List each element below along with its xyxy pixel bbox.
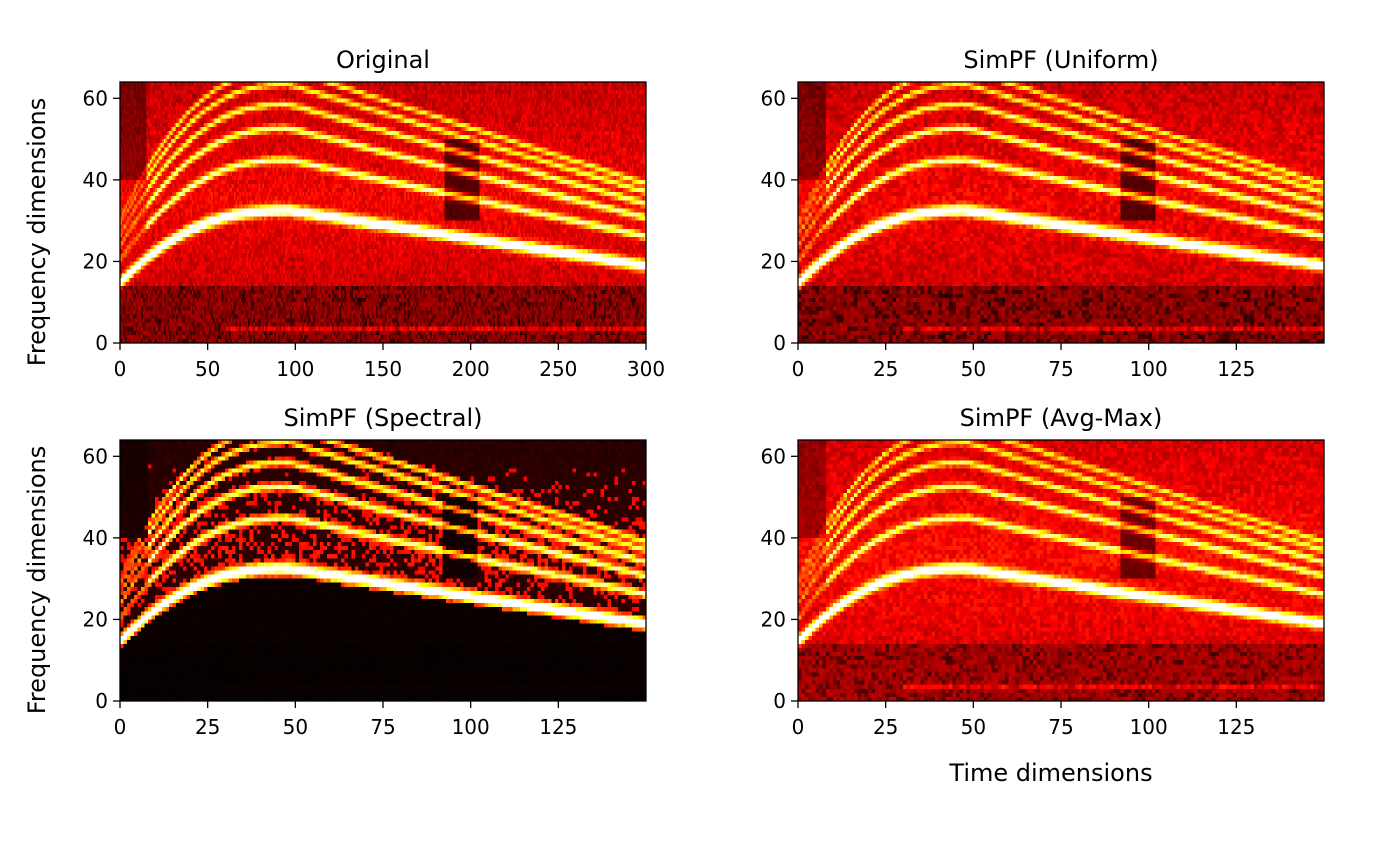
x-ticks-simpf-avg-max: 0 25 50 75 100 125 xyxy=(792,701,1255,739)
panel-title-simpf-spectral: SimPF (Spectral) xyxy=(284,404,483,432)
x-tick-label: 300 xyxy=(627,357,665,381)
heatmap-simpf-spectral xyxy=(120,440,646,701)
x-tick-label: 0 xyxy=(114,357,127,381)
heatmap-simpf-uniform xyxy=(798,82,1324,343)
y-tick-label: 40 xyxy=(83,168,108,192)
y-tick-label: 20 xyxy=(83,607,108,631)
x-tick-label: 0 xyxy=(792,715,805,739)
y-ticks-original: 0 20 40 60 xyxy=(83,86,120,355)
x-ticks-simpf-uniform: 0 25 50 75 100 125 xyxy=(792,343,1255,381)
x-tick-label: 25 xyxy=(873,357,898,381)
x-tick-label: 50 xyxy=(195,357,220,381)
y-tick-label: 20 xyxy=(83,249,108,273)
panel-title-simpf-avg-max: SimPF (Avg-Max) xyxy=(960,404,1163,432)
y-tick-label: 40 xyxy=(83,526,108,550)
panel-simpf-avg-max: SimPF (Avg-Max) 0 25 50 75 100 125 0 20 40 60 xyxy=(761,404,1325,739)
x-tick-label: 100 xyxy=(276,357,314,381)
x-tick-label: 250 xyxy=(539,357,577,381)
x-tick-label: 100 xyxy=(452,715,490,739)
x-tick-label: 100 xyxy=(1130,715,1168,739)
panel-title-original: Original xyxy=(336,46,430,74)
y-tick-label: 0 xyxy=(773,689,786,713)
y-tick-label: 0 xyxy=(95,689,108,713)
x-tick-label: 0 xyxy=(792,357,805,381)
heatmap-canvas-simpf-avg-max xyxy=(798,440,1324,701)
y-tick-label: 60 xyxy=(761,444,786,468)
heatmap-simpf-avg-max xyxy=(798,440,1324,701)
y-ticks-simpf-uniform: 0 20 40 60 xyxy=(761,86,798,355)
y-tick-label: 60 xyxy=(83,444,108,468)
y-tick-label: 0 xyxy=(95,331,108,355)
x-tick-label: 75 xyxy=(1048,715,1073,739)
x-ticks-simpf-spectral: 0 25 50 75 100 125 xyxy=(114,701,577,739)
x-tick-label: 150 xyxy=(364,357,402,381)
y-tick-label: 40 xyxy=(761,526,786,550)
ylabel-simpf-spectral: Frequency dimensions xyxy=(23,446,51,714)
x-tick-label: 100 xyxy=(1130,357,1168,381)
x-tick-label: 50 xyxy=(961,357,986,381)
y-tick-label: 20 xyxy=(761,607,786,631)
x-tick-label: 125 xyxy=(1217,715,1255,739)
x-tick-label: 125 xyxy=(1217,357,1255,381)
x-tick-label: 25 xyxy=(195,715,220,739)
panel-title-simpf-uniform: SimPF (Uniform) xyxy=(963,46,1158,74)
heatmap-original xyxy=(120,82,646,343)
panel-simpf-uniform: SimPF (Uniform) Time dimensions 0 25 50 75 1… xyxy=(761,46,1325,787)
heatmap-canvas-simpf-uniform xyxy=(798,82,1324,343)
x-tick-label: 75 xyxy=(1048,357,1073,381)
x-tick-label: 25 xyxy=(873,715,898,739)
y-ticks-simpf-spectral: 0 20 40 60 xyxy=(83,444,120,713)
heatmap-canvas-original xyxy=(120,82,646,343)
y-tick-label: 20 xyxy=(761,249,786,273)
x-tick-label: 200 xyxy=(452,357,490,381)
panel-original: Original Frequency dimensions 0 50 100 150 2… xyxy=(23,46,665,381)
xlabel-simpf-uniform: Time dimensions xyxy=(948,759,1152,787)
heatmap-canvas-simpf-spectral xyxy=(120,440,646,701)
x-tick-label: 50 xyxy=(283,715,308,739)
panel-simpf-spectral: SimPF (Spectral) Frequency dimensions 0 2… xyxy=(23,404,647,739)
x-tick-label: 0 xyxy=(114,715,127,739)
y-ticks-simpf-avg-max: 0 20 40 60 xyxy=(761,444,798,713)
x-tick-label: 125 xyxy=(539,715,577,739)
y-tick-label: 60 xyxy=(761,86,786,110)
y-tick-label: 60 xyxy=(83,86,108,110)
x-tick-label: 75 xyxy=(370,715,395,739)
x-tick-label: 50 xyxy=(961,715,986,739)
y-tick-label: 40 xyxy=(761,168,786,192)
y-tick-label: 0 xyxy=(773,331,786,355)
x-ticks-original: 0 50 100 150 200 250 300 xyxy=(114,343,665,381)
ylabel-original: Frequency dimensions xyxy=(23,98,51,366)
